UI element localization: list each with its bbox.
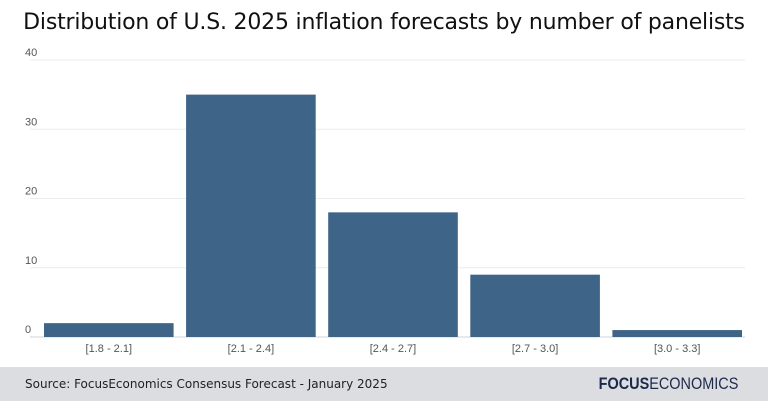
bar (612, 330, 742, 337)
y-tick-label: 20 (25, 186, 37, 198)
focuseconomics-logo: FOCUSECONOMICS (598, 374, 738, 394)
y-tick-label: 30 (25, 116, 37, 128)
logo-light: ECONOMICS (648, 374, 738, 393)
y-tick-label: 0 (25, 324, 31, 336)
chart-title: Distribution of U.S. 2025 inflation fore… (23, 10, 745, 35)
y-tick-label: 40 (25, 47, 37, 59)
logo-bold: FOCUS (598, 374, 649, 393)
bar (470, 274, 600, 337)
x-tick-label: [3.0 - 3.3] (654, 343, 700, 355)
x-tick-label: [2.1 - 2.4] (228, 343, 274, 355)
footer: Source: FocusEconomics Consensus Forecas… (0, 367, 768, 401)
bar (44, 323, 174, 337)
x-tick-label: [1.8 - 2.1] (86, 343, 132, 355)
y-tick-label: 10 (25, 255, 37, 267)
bar-chart: 0 10 20 30 40 [1.8 - 2.1] [2.1 - 2.4] [2.4 - 2.… (25, 47, 745, 355)
bar (186, 94, 316, 337)
x-tick-label: [2.4 - 2.7] (370, 343, 416, 355)
source-note: Source: FocusEconomics Consensus Forecas… (25, 377, 388, 391)
x-tick-label: [2.7 - 3.0] (512, 343, 558, 355)
bar (328, 212, 458, 337)
